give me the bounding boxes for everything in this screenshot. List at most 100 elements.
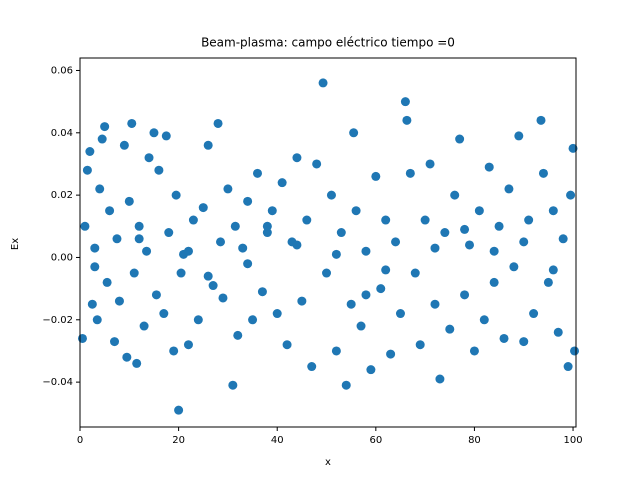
point <box>149 128 159 138</box>
point <box>171 190 181 200</box>
point <box>366 365 376 375</box>
point <box>395 309 405 319</box>
point <box>519 237 529 247</box>
point <box>474 206 484 216</box>
point <box>536 115 546 125</box>
point <box>425 159 435 169</box>
point <box>381 265 391 275</box>
point <box>543 277 553 287</box>
x-tick-label: 80 <box>468 435 481 446</box>
point <box>277 178 287 188</box>
point <box>159 309 169 319</box>
point <box>292 153 302 163</box>
point <box>208 281 218 291</box>
point <box>127 118 137 128</box>
point <box>134 234 144 244</box>
point <box>435 374 445 384</box>
point <box>218 293 228 303</box>
point <box>509 262 519 272</box>
point <box>381 215 391 225</box>
point <box>252 168 262 178</box>
point <box>193 315 203 325</box>
point <box>568 143 578 153</box>
point <box>318 78 328 88</box>
point <box>114 296 124 306</box>
point <box>216 237 226 247</box>
point <box>87 299 97 309</box>
point <box>420 215 430 225</box>
point <box>169 346 179 356</box>
point <box>410 268 420 278</box>
point <box>203 140 213 150</box>
point <box>151 290 161 300</box>
point <box>371 171 381 181</box>
point <box>90 262 100 272</box>
point <box>124 196 134 206</box>
point <box>257 287 267 297</box>
point <box>479 315 489 325</box>
point <box>499 333 509 343</box>
point <box>92 315 102 325</box>
point <box>213 118 223 128</box>
point <box>440 228 450 238</box>
point <box>132 358 142 368</box>
point <box>297 296 307 306</box>
chart-title: Beam-plasma: campo eléctrico tiempo =0 <box>201 36 455 50</box>
point <box>504 184 514 194</box>
point <box>548 265 558 275</box>
point <box>361 246 371 256</box>
point <box>402 115 412 125</box>
point <box>248 315 258 325</box>
x-axis-label: x <box>325 457 331 468</box>
point <box>494 221 504 231</box>
point <box>351 206 361 216</box>
point <box>302 215 312 225</box>
point <box>112 234 122 244</box>
point <box>331 346 341 356</box>
point <box>262 221 272 231</box>
y-tick-label: 0.06 <box>51 65 73 76</box>
point <box>484 162 494 172</box>
point <box>519 337 529 347</box>
point <box>102 277 112 287</box>
point <box>233 330 243 340</box>
point <box>77 333 87 343</box>
point <box>142 246 152 256</box>
point <box>188 215 198 225</box>
point <box>455 134 465 144</box>
point <box>119 140 129 150</box>
point <box>341 380 351 390</box>
point <box>183 246 193 256</box>
point <box>548 206 558 216</box>
point <box>262 228 272 238</box>
point <box>198 203 208 213</box>
point <box>144 153 154 163</box>
x-tick-label: 40 <box>271 435 284 446</box>
point <box>161 131 171 141</box>
point <box>356 321 366 331</box>
x-tick-label: 60 <box>369 435 382 446</box>
point <box>524 215 534 225</box>
point <box>95 184 105 194</box>
x-tick-label: 20 <box>172 435 185 446</box>
point <box>122 352 132 362</box>
point <box>307 362 317 372</box>
point <box>326 190 336 200</box>
point <box>346 299 356 309</box>
point <box>110 337 120 347</box>
plot-frame <box>79 57 577 428</box>
point <box>489 246 499 256</box>
point <box>331 249 341 259</box>
point <box>134 221 144 231</box>
point <box>176 268 186 278</box>
point <box>489 277 499 287</box>
point <box>312 159 322 169</box>
point <box>400 97 410 107</box>
point <box>445 324 455 334</box>
point <box>272 309 282 319</box>
point <box>230 221 240 231</box>
point <box>336 228 346 238</box>
point <box>82 165 92 175</box>
point <box>405 168 415 178</box>
